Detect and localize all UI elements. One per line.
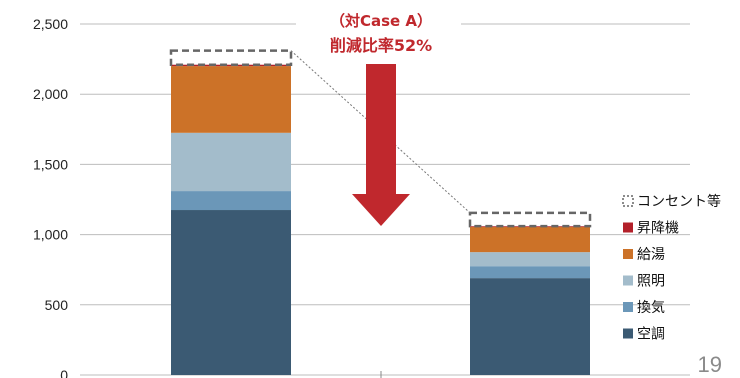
legend-swatch [623,302,633,312]
bar-segment [171,191,291,211]
y-tick-label: 1,000 [33,227,68,243]
legend-swatch [623,222,633,233]
bar-segment [468,211,592,228]
legend-label: 照明 [637,274,665,290]
legend-swatch [622,195,634,207]
y-tick-label: 500 [45,297,69,313]
y-tick-label: 2,500 [33,16,68,32]
legend-swatch [623,249,633,259]
legend-label: 昇降機 [637,221,679,237]
bars [169,49,592,375]
reduction-arrow [352,64,410,226]
legend-swatch [623,275,633,286]
annotation-line1: （対Case A） [330,12,432,30]
bar-segment [171,132,291,192]
bar-segment [169,49,293,66]
bar-segment [171,66,291,133]
y-tick-label: 1,500 [33,156,68,172]
y-axis-ticks: 0 500 1,000 1,500 2,000 2,500 [33,16,68,378]
slide-number: 19 [698,352,722,377]
bar-segment [470,252,590,267]
y-tick-label: 2,000 [33,86,68,102]
bar-segment [470,226,590,253]
annotation-backdrop [296,10,461,32]
legend-swatch [623,328,633,339]
y-tick-label: 0 [60,367,68,378]
legend-label: 換気 [637,300,665,316]
legend-label: 給湯 [637,246,665,263]
legend-label: コンセント等 [637,193,721,210]
annotation-overlay: （対Case A） 削減比率52% [290,10,471,226]
annotation-line2: 削減比率52% [330,36,432,55]
bar-segment [470,278,590,375]
bar-segment [171,210,291,375]
bar-segment [171,64,291,67]
bar-segment [470,266,590,279]
legend-label: 空調 [637,327,665,343]
